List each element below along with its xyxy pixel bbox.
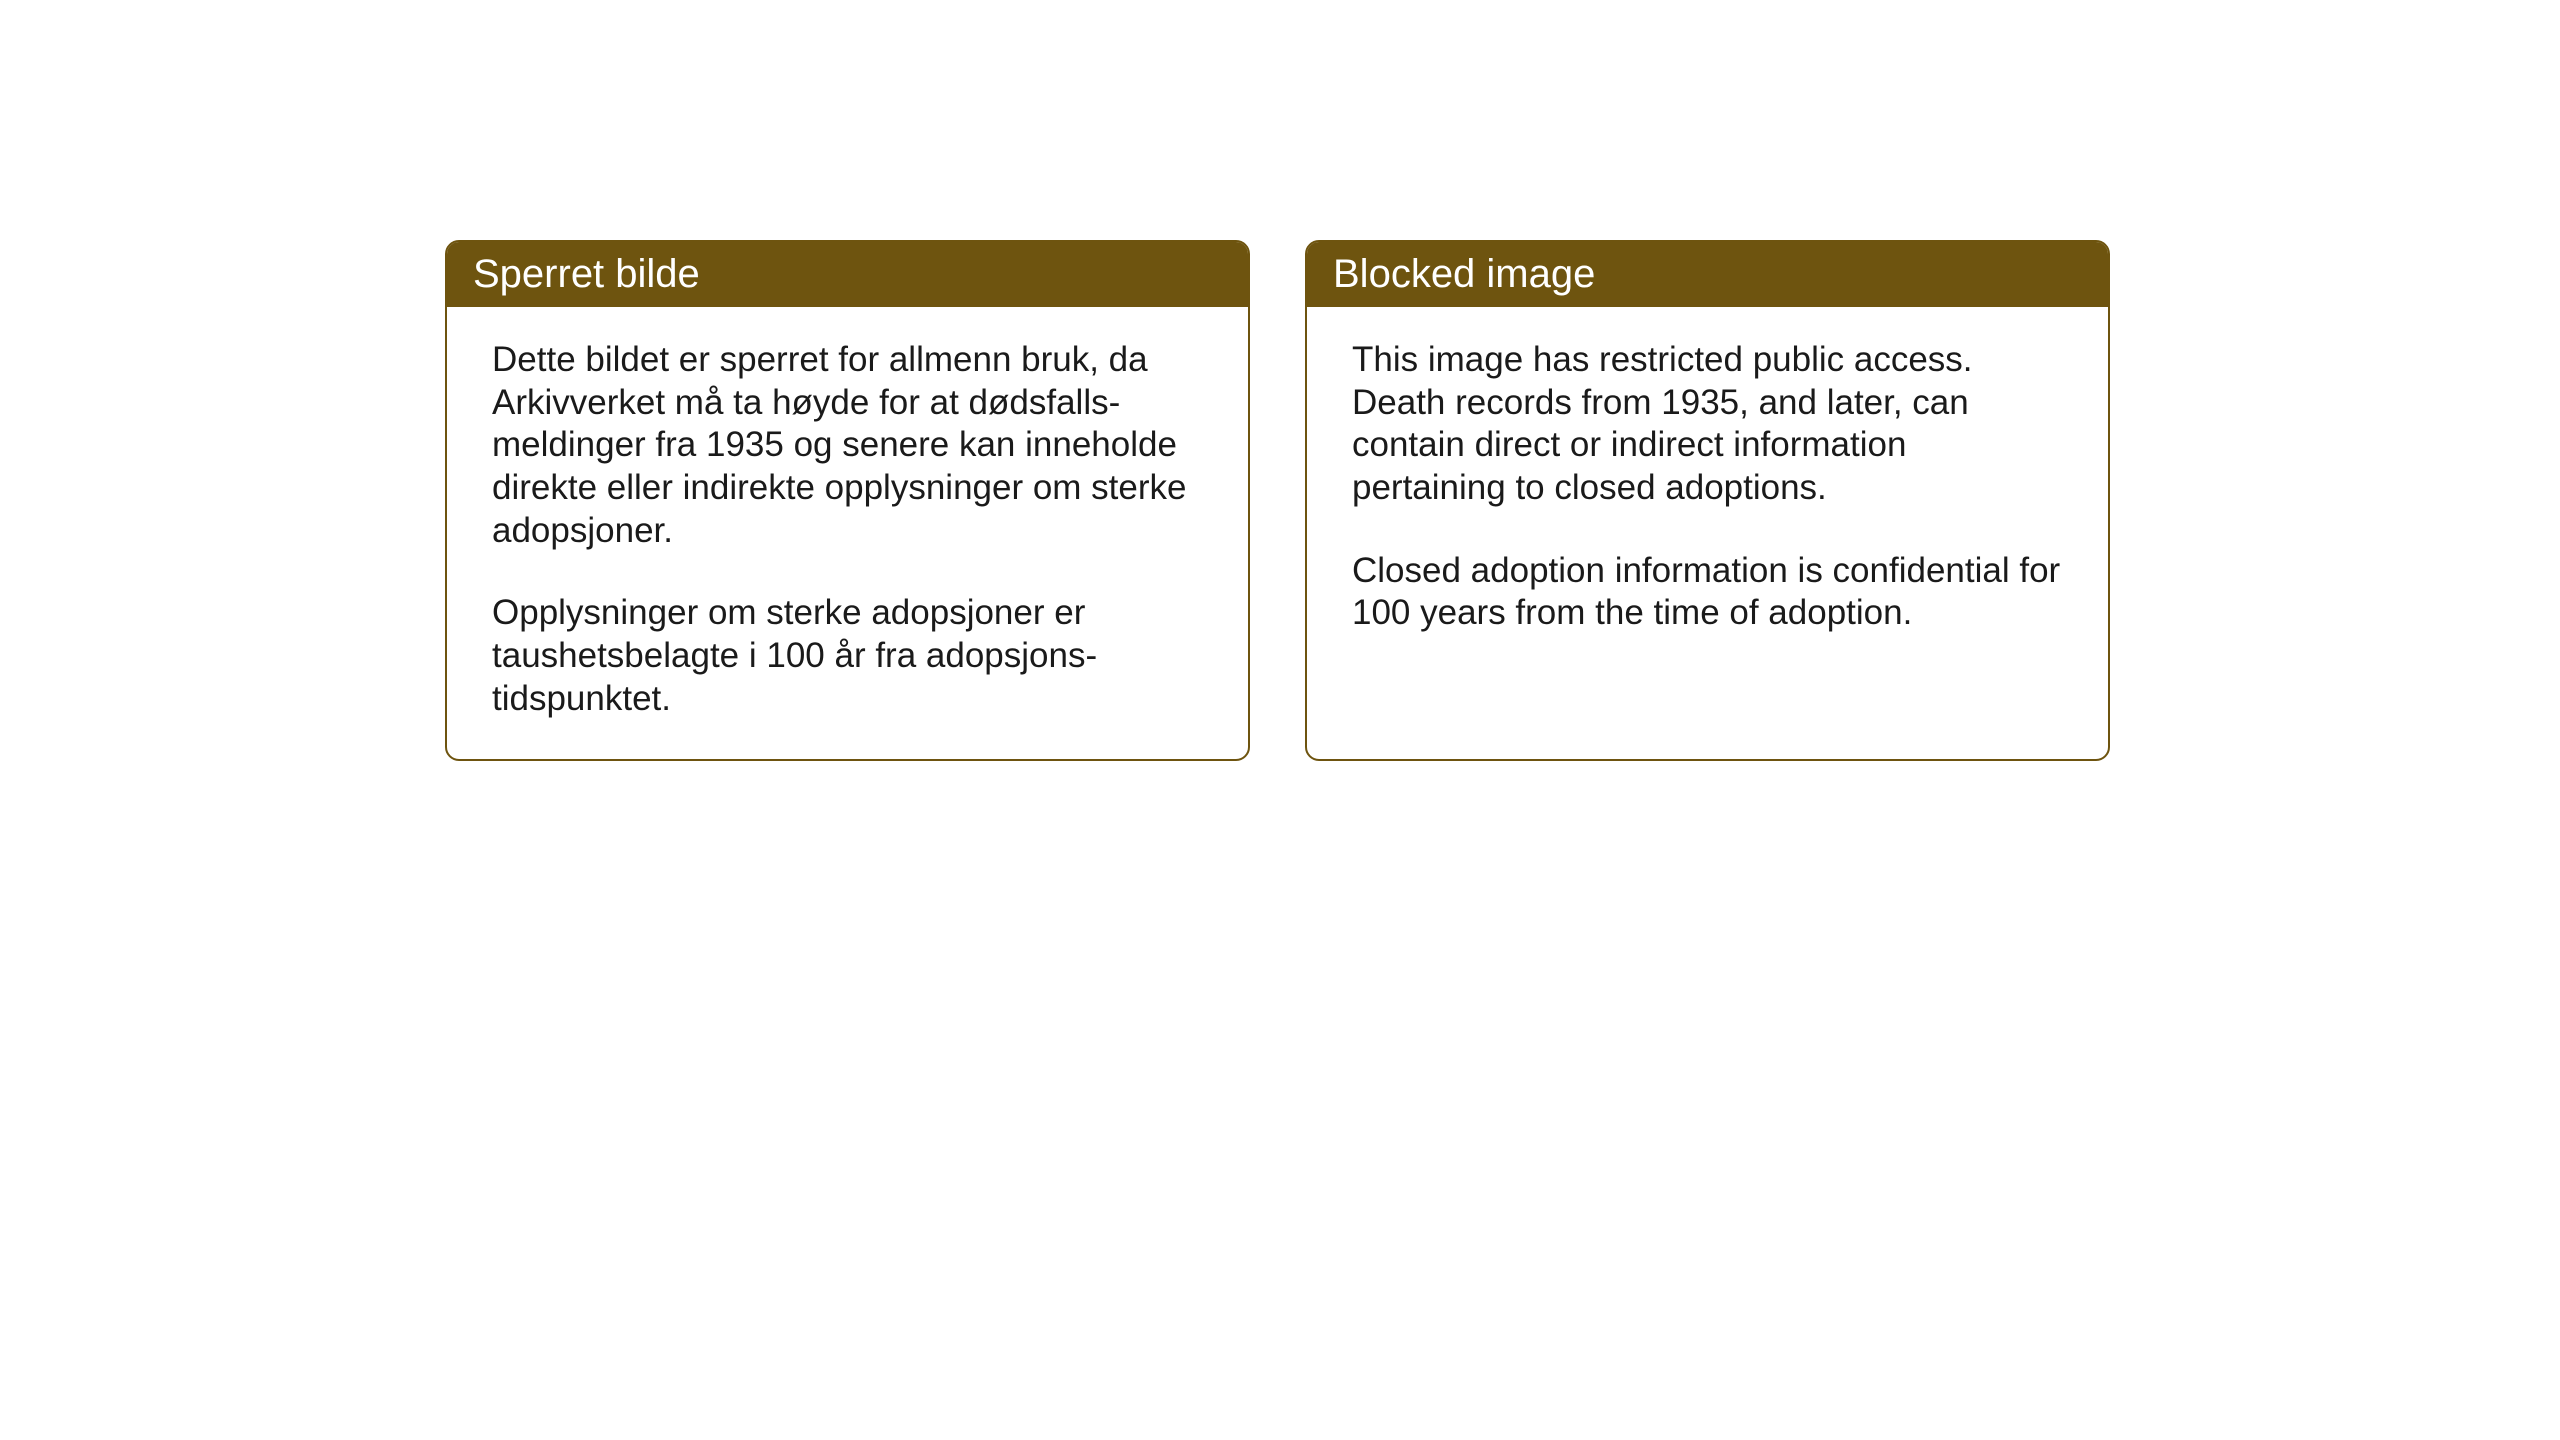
card-header-norwegian: Sperret bilde <box>447 242 1248 307</box>
card-paragraph-2-english: Closed adoption information is confident… <box>1352 550 2063 635</box>
notice-card-english: Blocked image This image has restricted … <box>1305 240 2110 761</box>
notice-card-norwegian: Sperret bilde Dette bildet er sperret fo… <box>445 240 1250 761</box>
card-paragraph-2-norwegian: Opplysninger om sterke adopsjoner er tau… <box>492 592 1203 720</box>
card-paragraph-1-norwegian: Dette bildet er sperret for allmenn bruk… <box>492 339 1203 552</box>
card-paragraph-1-english: This image has restricted public access.… <box>1352 339 2063 510</box>
card-body-english: This image has restricted public access.… <box>1307 307 2108 673</box>
notice-cards-container: Sperret bilde Dette bildet er sperret fo… <box>445 240 2110 761</box>
card-title-english: Blocked image <box>1333 252 1595 296</box>
card-title-norwegian: Sperret bilde <box>473 252 700 296</box>
card-header-english: Blocked image <box>1307 242 2108 307</box>
card-body-norwegian: Dette bildet er sperret for allmenn bruk… <box>447 307 1248 759</box>
